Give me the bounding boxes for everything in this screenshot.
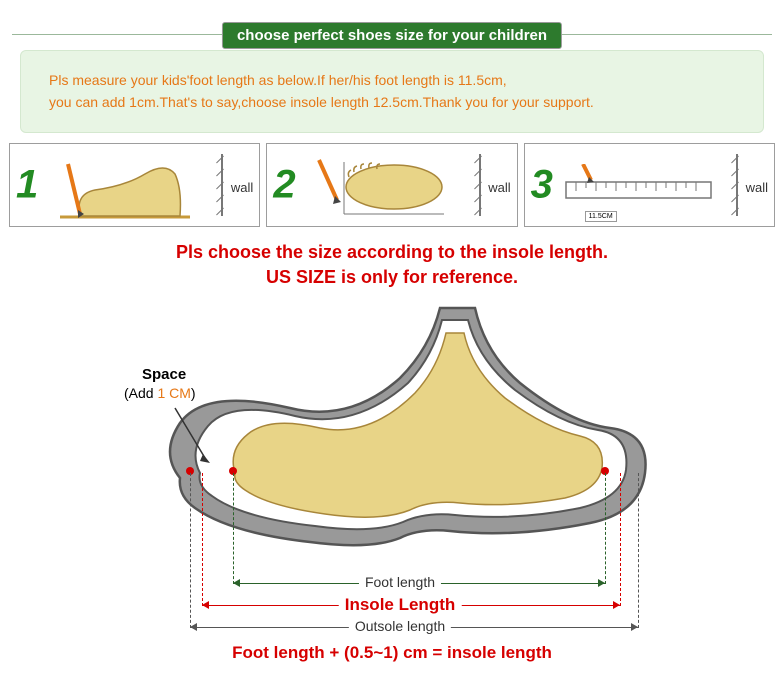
wall-label: wall (231, 180, 253, 195)
arrow-icon (202, 601, 209, 609)
foot-length-label: Foot length (359, 574, 441, 590)
shoe-svg (120, 298, 680, 568)
arrow-icon (233, 579, 240, 587)
arrow-icon (613, 601, 620, 609)
step-number: 3 (531, 163, 553, 208)
warning-line1: Pls choose the size according to the ins… (0, 240, 784, 265)
header-title: choose perfect shoes size for your child… (237, 27, 547, 44)
step-1: 1 wall (9, 143, 260, 227)
ruler-icon (561, 164, 716, 204)
arrow-icon (631, 623, 638, 631)
wall-label: wall (488, 180, 510, 195)
instruction-line2: you can add 1cm.That's to say,choose ins… (49, 91, 735, 113)
step-number: 2 (273, 163, 295, 208)
step-number: 1 (16, 163, 38, 208)
insole-length-label: Insole Length (339, 595, 462, 615)
instruction-panel: Pls measure your kids'foot length as bel… (20, 50, 764, 133)
insole-left-guide (202, 473, 203, 606)
outsole-left-guide (190, 473, 191, 628)
foot-side-icon (50, 154, 195, 222)
steps-row: 1 wall 2 wall (9, 143, 775, 227)
outsole-length-label: Outsole length (349, 618, 451, 634)
step-2: 2 wall (266, 143, 517, 227)
arrow-icon (190, 623, 197, 631)
arrow-icon (598, 579, 605, 587)
step-3: 3 11.5CM wall (524, 143, 775, 227)
measurement-tag: 11.5CM (585, 211, 617, 222)
insole-right-guide (620, 473, 621, 606)
wall-label: wall (746, 180, 768, 195)
instruction-line1: Pls measure your kids'foot length as bel… (49, 69, 735, 91)
foot-left-guide (233, 473, 234, 584)
header-banner: choose perfect shoes size for your child… (222, 22, 562, 49)
foot-right-guide (605, 473, 606, 584)
warning-line2: US SIZE is only for reference. (0, 265, 784, 290)
foot-top-icon (309, 152, 454, 220)
shoe-diagram: Space (Add 1 CM) Foot length Insole Leng… (120, 298, 680, 648)
warning-block: Pls choose the size according to the ins… (0, 240, 784, 290)
outsole-right-guide (638, 473, 639, 628)
formula-text: Foot length + (0.5~1) cm = insole length (0, 643, 784, 663)
